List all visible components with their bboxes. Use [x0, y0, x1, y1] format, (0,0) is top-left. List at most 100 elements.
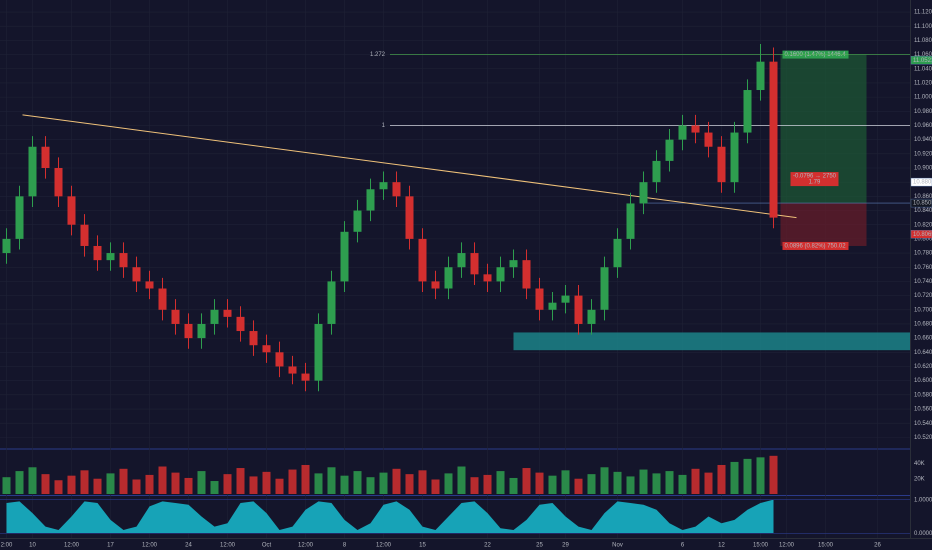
- candle-body: [93, 245, 102, 261]
- volume-bar: [639, 469, 648, 494]
- y-tick-label: 10.9200: [914, 151, 932, 157]
- candle-body: [2, 238, 11, 254]
- y-tick-label: 11.0800: [914, 38, 932, 44]
- volume-bar: [769, 455, 778, 494]
- volume-bar: [665, 471, 674, 494]
- candle-body: [184, 323, 193, 339]
- x-tick-label: Nov: [612, 543, 623, 549]
- y-tick-label: 10.7000: [914, 307, 932, 313]
- y-tick-label: 10.7200: [914, 293, 932, 299]
- x-tick-label: 6: [681, 543, 685, 549]
- stop-label: 0.0896 (0.82%) 750.02: [785, 244, 847, 250]
- candle-body: [600, 267, 609, 310]
- oscillator-tick-label: 0.0000: [914, 531, 932, 537]
- volume-bar: [145, 474, 154, 494]
- volume-bar: [15, 471, 24, 494]
- volume-bar: [171, 472, 180, 494]
- volume-bar: [392, 468, 401, 494]
- candle-body: [509, 260, 518, 268]
- y-tick-label: 10.8200: [914, 222, 932, 228]
- volume-bar: [496, 471, 505, 494]
- candle-body: [210, 309, 219, 324]
- volume-bar: [587, 474, 596, 494]
- candle-body: [275, 352, 284, 367]
- y-tick-label: 10.5600: [914, 407, 932, 413]
- y-tick-label: 10.6200: [914, 364, 932, 370]
- candle-body: [379, 182, 388, 190]
- candle-body: [197, 323, 206, 339]
- volume-bar: [704, 472, 713, 494]
- candle-body: [574, 295, 583, 324]
- volume-bar: [327, 467, 336, 494]
- fib-label: 1: [382, 123, 386, 129]
- y-tick-label: 11.0600: [914, 52, 932, 58]
- candle-body: [28, 146, 37, 197]
- volume-bar: [184, 477, 193, 494]
- x-tick-label: Oct: [262, 543, 272, 549]
- volume-tick-label: 20K: [914, 476, 925, 482]
- y-tick-label: 11.1200: [914, 10, 932, 16]
- candle-body: [249, 331, 258, 346]
- volume-tick-label: 40K: [914, 461, 925, 467]
- candle-body: [522, 260, 531, 289]
- x-tick-label: 15: [419, 543, 426, 549]
- x-tick-label: 12: [718, 543, 725, 549]
- volume-bar: [405, 474, 414, 494]
- volume-bar: [262, 471, 271, 494]
- candle-body: [743, 90, 752, 133]
- candle-body: [652, 160, 661, 183]
- volume-bar: [106, 473, 115, 494]
- volume-bar: [2, 477, 11, 494]
- candle-body: [301, 373, 310, 381]
- candle-body: [470, 253, 479, 275]
- support-zone: [513, 332, 910, 351]
- candle-body: [483, 274, 492, 282]
- y-tick-label: 10.9600: [914, 123, 932, 129]
- volume-bar: [301, 464, 310, 494]
- candle-body: [496, 267, 505, 282]
- volume-bar: [626, 476, 635, 494]
- candle-body: [405, 196, 414, 239]
- candle-body: [119, 253, 128, 268]
- y-tick-label: 10.7400: [914, 279, 932, 285]
- volume-bar: [535, 472, 544, 494]
- y-tick-label: 10.5400: [914, 421, 932, 427]
- candle-body: [587, 309, 596, 324]
- mid-label: -0.0796 → 2750: [793, 174, 837, 180]
- volume-bar: [132, 479, 141, 494]
- mid-label-bg: [790, 172, 839, 187]
- volume-bar: [314, 473, 323, 494]
- price-marker-bg: [910, 55, 932, 65]
- candle-body: [106, 253, 115, 261]
- volume-bar: [561, 470, 570, 494]
- y-tick-label: 10.6600: [914, 336, 932, 342]
- y-tick-label: 10.5800: [914, 392, 932, 398]
- candle-body: [262, 345, 271, 353]
- target-label: 0.1600 (1.47%) 1446.4: [785, 52, 847, 58]
- x-tick-label: 22: [484, 543, 491, 549]
- x-tick-label: 15:00: [753, 543, 769, 549]
- volume-bar: [431, 479, 440, 494]
- y-tick-label: 10.8400: [914, 208, 932, 214]
- volume-bar: [756, 457, 765, 494]
- volume-bar: [28, 467, 37, 494]
- volume-bar: [652, 473, 661, 494]
- volume-bar: [54, 480, 63, 494]
- y-tick-label: 10.8600: [914, 194, 932, 200]
- candle-body: [535, 288, 544, 310]
- candle-body: [132, 267, 141, 282]
- volume-bar: [119, 468, 128, 494]
- candle-body: [561, 295, 570, 303]
- y-tick-label: 11.0200: [914, 81, 932, 87]
- volume-bar: [600, 467, 609, 494]
- candle-body: [236, 316, 245, 332]
- x-tick-label: 25: [536, 543, 543, 549]
- volume-bar: [236, 468, 245, 494]
- price-marker: 10.8505: [913, 201, 932, 207]
- volume-bar: [67, 475, 76, 494]
- x-tick-label: 12:00: [298, 543, 314, 549]
- candle-body: [353, 210, 362, 232]
- price-marker-bg: [910, 198, 932, 208]
